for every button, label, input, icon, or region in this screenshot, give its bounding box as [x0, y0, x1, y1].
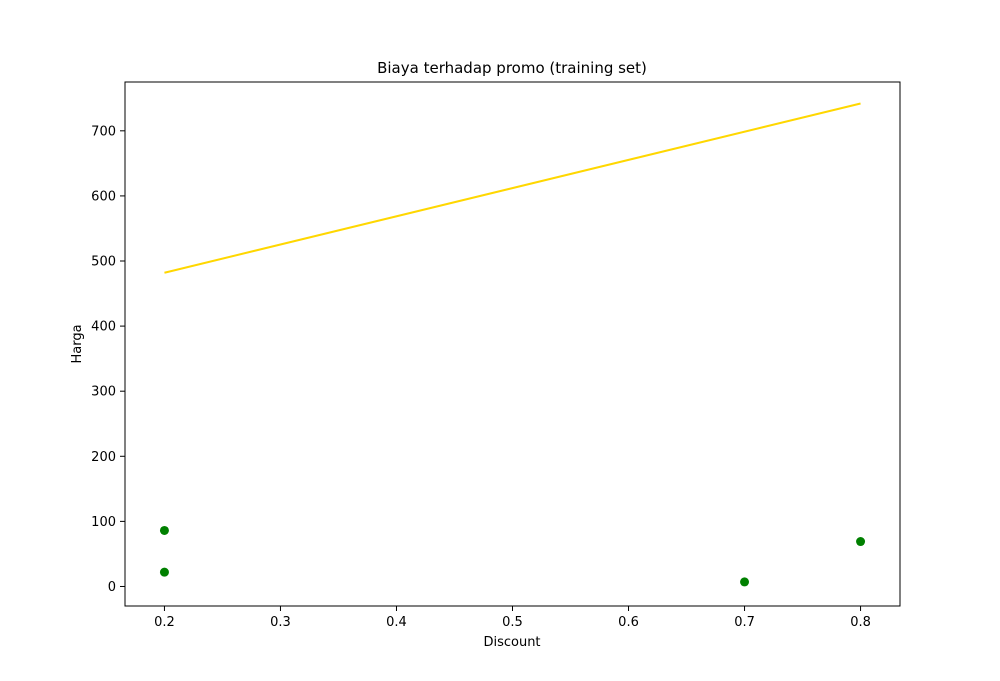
chart-title: Biaya terhadap promo (training set)	[377, 59, 647, 77]
x-axis-label: Discount	[483, 635, 540, 650]
x-tick-label: 0.7	[734, 615, 755, 630]
data-point	[740, 577, 750, 587]
data-point	[159, 567, 169, 577]
y-axis-label: Harga	[70, 324, 85, 363]
x-tick-label: 0.4	[386, 615, 407, 630]
x-tick-label: 0.8	[850, 615, 871, 630]
x-tick-label: 0.5	[502, 615, 523, 630]
y-tick-label: 300	[91, 385, 116, 400]
regression-line	[164, 102, 861, 274]
y-tick-label: 600	[91, 189, 116, 204]
x-tick-label: 0.6	[618, 615, 639, 630]
y-tick-label: 500	[91, 255, 116, 270]
plot-area: 0.2 0.3 0.4 0.5 0.6 0.7 0.8 0 100 200 300 400 500 600…	[91, 81, 901, 630]
x-tick-label: 0.2	[154, 615, 175, 630]
y-tick-label: 200	[91, 450, 116, 465]
y-tick-label: 700	[91, 124, 116, 139]
data-point	[856, 537, 866, 547]
data-point	[159, 525, 169, 535]
x-tick-label: 0.3	[270, 615, 291, 630]
y-tick-label: 100	[91, 515, 116, 530]
y-tick-label: 400	[91, 320, 116, 335]
y-tick-label: 0	[108, 580, 116, 595]
